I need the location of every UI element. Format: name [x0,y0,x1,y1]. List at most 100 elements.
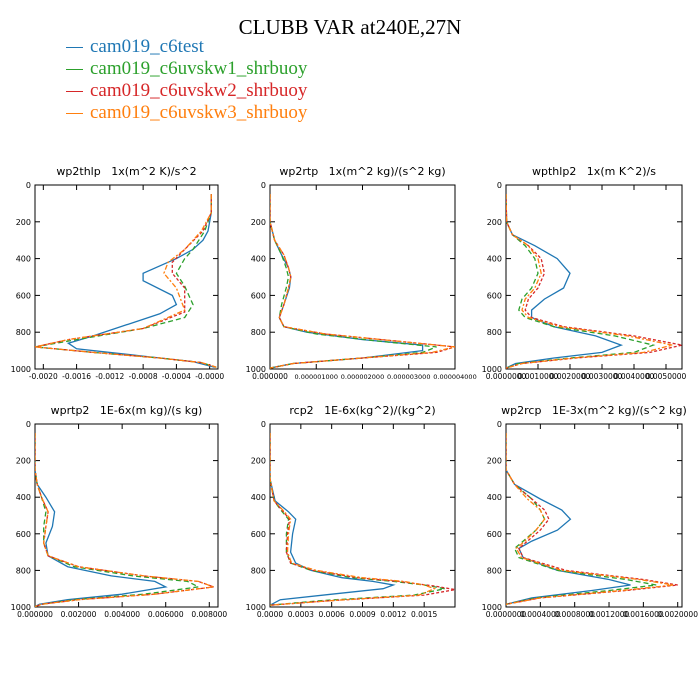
x-tick-label: 0.0003 [288,610,314,619]
legend-label: cam019_c6uvskw2_shrbuoy [90,80,308,101]
y-tick-label: 200 [251,457,266,466]
y-tick-label: 1000 [482,365,502,374]
y-tick-label: 0 [261,420,266,429]
series-line [270,194,455,369]
legend-swatch [66,113,83,114]
legend-label: cam019_c6uvskw3_shrbuoy [90,102,308,123]
chart-panel: wp2thlp 1x(m^2 K)/s^202004006008001000-0… [11,165,225,381]
y-tick-label: 800 [487,328,502,337]
chart-panel: wp2rtp 1x(m^2 kg)/(s^2 kg) 0 200 400 600 800 1… [246,165,477,381]
series-line [270,194,437,369]
series-line [270,194,455,369]
y-tick-label: 200 [16,218,31,227]
y-tick-label: 800 [487,566,502,575]
series-line [35,194,217,368]
y-tick-label: 0 [497,420,502,429]
x-tick-label: -0.0008 [129,372,158,381]
y-tick-label: 1000 [11,603,31,612]
chart-title: rcp2 1E-6x(kg^2)/(kg^2) [289,404,435,417]
y-tick-label: 400 [251,493,266,502]
x-tick-label: -0.0000 [195,372,224,381]
x-tick-label: 0.0000000 [486,610,527,619]
x-tick-label: -0.0016 [62,372,91,381]
legend-swatch [66,69,83,70]
y-tick-label: 800 [251,328,266,337]
y-tick-label: 0 [497,181,502,190]
y-tick-label: 600 [16,530,31,539]
y-tick-label: 1000 [482,603,502,612]
y-tick-label: 400 [16,493,31,502]
plot-frame [269,184,456,370]
x-tick-label: 0.000000 [252,372,288,381]
chart-panel: wp2rcp 1E-3x(m^2 kg)/(s^2 kg) 0 200 400 600 8… [482,404,699,619]
x-tick-label: 0.0008000 [554,610,595,619]
x-tick-label: 0.000002000 [341,373,384,381]
plot-frame [34,184,219,370]
chart-title: wp2thlp 1x(m^2 K)/s^2 [56,165,196,178]
chart-title: wprtp2 1E-6x(m kg)/(s kg) [51,404,203,417]
series-line [506,194,673,369]
plot-frame [34,423,219,608]
series-line [35,194,217,368]
x-tick-label: 0.0050000 [646,372,687,381]
series-line [506,433,678,605]
chart-panel: wprtp2 1E-6x(m kg)/(s kg) 0 200 400 600 800 10… [11,404,228,619]
y-tick-label: 800 [16,328,31,337]
y-tick-label: 800 [251,566,266,575]
series-line [270,433,437,606]
chart-title: wp2rcp 1E-3x(m^2 kg)/(s^2 kg) [501,404,687,417]
x-tick-label: 0.0004000 [520,610,561,619]
x-tick-label: 0.0020000 [550,372,591,381]
legend-swatch [66,47,83,48]
x-tick-label: 0.000003000 [387,373,430,381]
y-tick-label: 400 [16,255,31,264]
figure-title: CLUBB VAR at240E,27N [238,15,462,39]
x-tick-label: 0.0020000 [657,610,698,619]
x-tick-label: 0.0012000 [589,610,630,619]
legend-swatch [66,91,83,92]
y-tick-label: 200 [487,457,502,466]
series-line [35,433,214,607]
x-tick-label: 0.0012 [380,610,406,619]
x-tick-label: 0.0015 [411,610,437,619]
y-tick-label: 0 [26,420,31,429]
x-tick-label: 0.000004000 [433,373,476,381]
y-tick-label: 400 [251,255,266,264]
y-tick-label: 0 [261,181,266,190]
series-line [35,433,168,607]
y-tick-label: 800 [16,566,31,575]
series-line [506,194,682,369]
x-tick-label: 0.0030000 [582,372,623,381]
plot-frame [505,423,683,608]
legend-label: cam019_c6uvskw1_shrbuoy [90,58,308,79]
series-line [506,194,624,369]
x-tick-label: 0.0040000 [614,372,655,381]
x-tick-label: 0.0010000 [518,372,559,381]
x-tick-label: -0.0012 [95,372,124,381]
chart-panel: rcp2 1E-6x(kg^2)/(kg^2) 0 200 400 600 800 1000… [246,404,456,619]
y-tick-label: 600 [251,530,266,539]
y-tick-label: 1000 [246,365,266,374]
x-tick-label: -0.0020 [29,372,58,381]
y-tick-label: 600 [16,291,31,300]
x-tick-label: 0.0000000 [486,372,527,381]
series-line [506,433,631,605]
plot-frame [505,184,683,370]
chart-title: wp2rtp 1x(m^2 kg)/(s^2 kg) [279,165,445,178]
y-tick-label: 1000 [11,365,31,374]
x-tick-label: 0.000001000 [295,373,338,381]
y-tick-label: 200 [251,218,266,227]
x-tick-label: 0.0000 [257,610,283,619]
x-tick-label: 0.000000 [17,610,53,619]
series-line [270,433,455,606]
x-tick-label: 0.006000 [148,610,184,619]
y-tick-label: 400 [487,493,502,502]
chart-title: wpthlp2 1x(m K^2)/s [532,165,656,178]
y-tick-label: 600 [487,291,502,300]
legend-label: cam019_c6test [90,36,204,57]
y-tick-label: 0 [26,181,31,190]
series-line [506,194,656,369]
y-tick-label: 400 [487,255,502,264]
y-tick-label: 600 [487,530,502,539]
